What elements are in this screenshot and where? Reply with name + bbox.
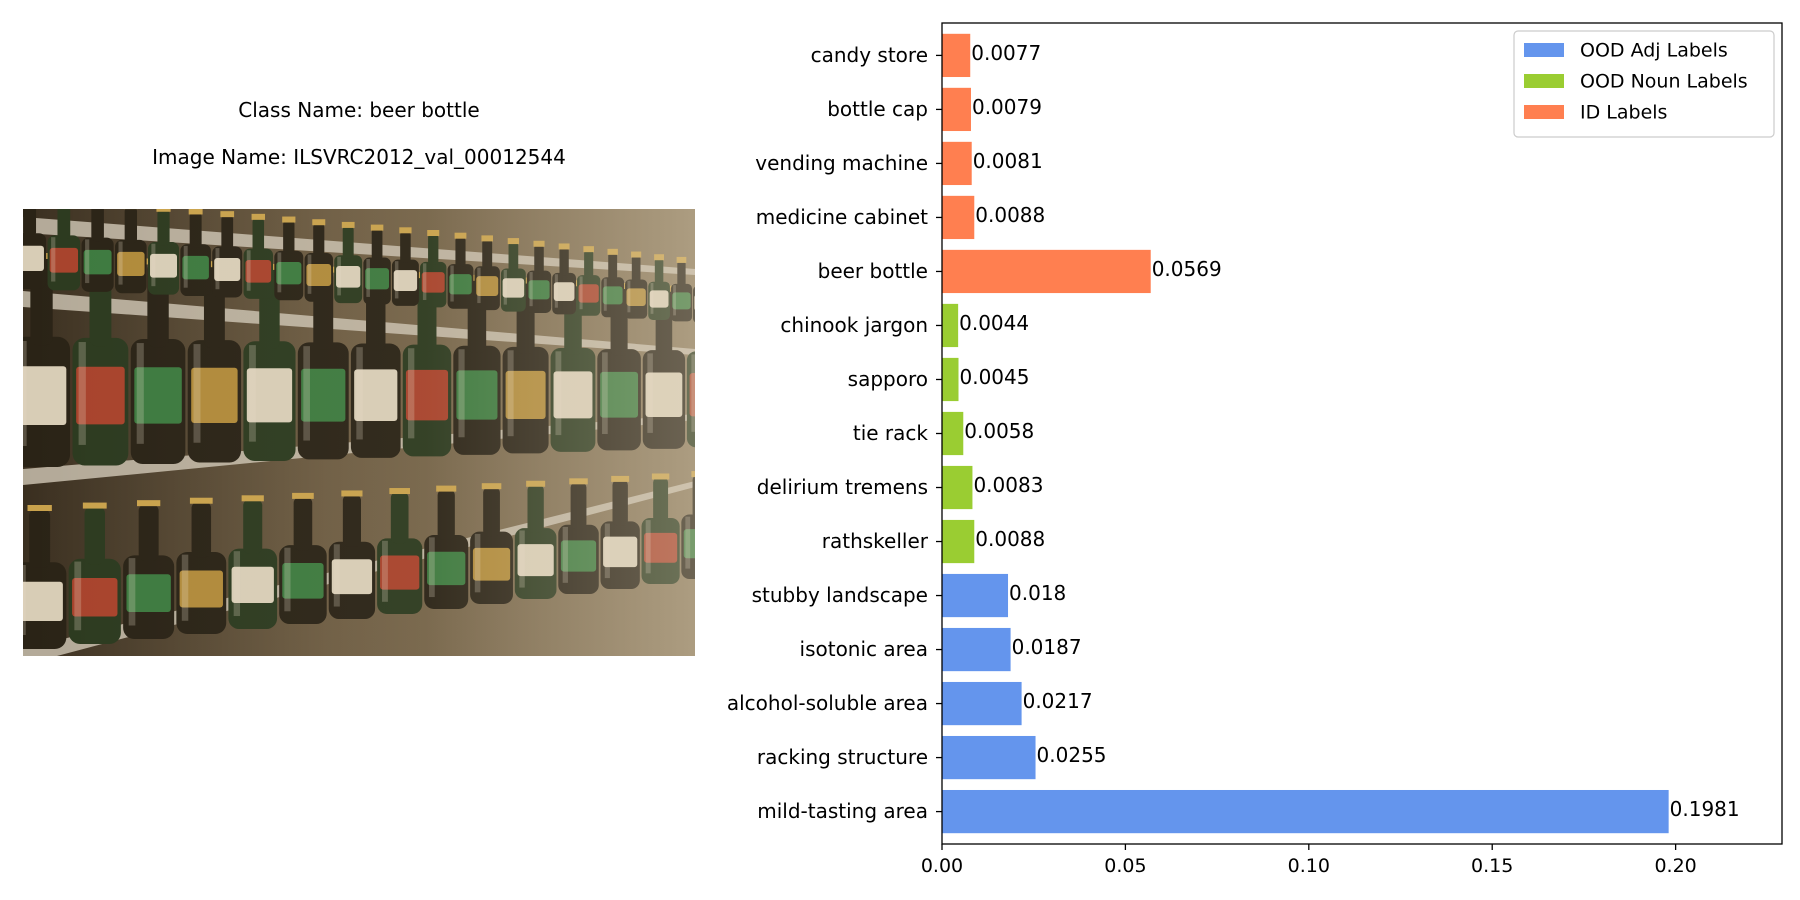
category-label: mild-tasting area (757, 799, 928, 823)
image-name-label: Image Name: ILSVRC2012_val_00012544 (152, 145, 566, 169)
value-label: 0.0083 (973, 473, 1043, 497)
bar-tie-rack (942, 411, 964, 456)
value-label: 0.0217 (1023, 689, 1093, 713)
beer-bottles-photo (23, 209, 695, 656)
category-label: beer bottle (818, 259, 928, 283)
value-label: 0.1981 (1670, 797, 1740, 821)
category-label: tie rack (853, 421, 929, 445)
value-label: 0.018 (1009, 581, 1066, 605)
category-labels: mild-tasting area racking structure alcoho… (727, 43, 942, 823)
category-label: vending machine (755, 151, 928, 175)
value-label: 0.0255 (1037, 743, 1107, 767)
bar-mild-tasting-area (942, 789, 1669, 834)
photo-depth-fade (23, 209, 695, 656)
legend: OOD Adj Labels OOD Noun Labels ID Labels (1513, 30, 1775, 138)
category-label: delirium tremens (757, 475, 928, 499)
category-label: chinook jargon (780, 313, 928, 337)
bars (942, 33, 1669, 834)
category-label: stubby landscape (752, 583, 928, 607)
x-tick-label: 0.15 (1471, 855, 1513, 877)
class-name-label: Class Name: beer bottle (238, 98, 480, 122)
bar-candy-store (942, 33, 971, 78)
bar-rathskeller (942, 519, 975, 564)
bar-beer-bottle (942, 249, 1151, 294)
plot-frame (941, 22, 1783, 845)
value-label: 0.0079 (972, 95, 1042, 119)
value-label: 0.0187 (1012, 635, 1082, 659)
category-label: isotonic area (800, 637, 928, 661)
category-label: alcohol-soluble area (727, 691, 928, 715)
x-tick-label: 0.05 (1104, 855, 1146, 877)
value-label: 0.0088 (975, 527, 1045, 551)
category-label: bottle cap (827, 97, 928, 121)
value-label: 0.0088 (975, 203, 1045, 227)
legend-label-adj: OOD Adj Labels (1580, 40, 1728, 62)
x-tick-label: 0.20 (1654, 855, 1696, 877)
value-label: 0.0045 (960, 365, 1030, 389)
legend-swatch-id (1524, 105, 1564, 119)
bar-racking-structure (942, 735, 1036, 780)
bar-medicine-cabinet (942, 195, 975, 240)
bar-bottle-cap (942, 87, 971, 132)
bar-isotonic-area (942, 627, 1011, 672)
value-label: 0.0044 (959, 311, 1029, 335)
value-label: 0.0569 (1152, 257, 1222, 281)
legend-swatch-noun (1524, 74, 1564, 88)
bar-vending-machine (942, 141, 972, 186)
category-label: medicine cabinet (756, 205, 928, 229)
value-label: 0.0077 (971, 41, 1041, 65)
legend-label-id: ID Labels (1580, 102, 1667, 124)
category-label: sapporo (848, 367, 928, 391)
legend-box (1513, 30, 1775, 138)
value-label: 0.0058 (964, 419, 1034, 443)
value-label: 0.0081 (973, 149, 1043, 173)
category-label: candy store (811, 43, 928, 67)
category-label: racking structure (757, 745, 928, 769)
bar-sapporo (942, 357, 959, 402)
x-axis: 0.00 0.05 0.10 0.15 0.20 (921, 844, 1697, 877)
x-tick-label: 0.10 (1288, 855, 1330, 877)
category-label: rathskeller (822, 529, 929, 553)
bar-alcohol-soluble-area (942, 681, 1022, 726)
value-labels: 0.1981 0.0255 0.0217 0.0187 0.018 0.0088 0.008… (959, 41, 1739, 821)
bar-stubby-landscape (942, 573, 1009, 618)
legend-swatch-adj (1524, 43, 1564, 57)
bar-chinook-jargon (942, 303, 959, 348)
bar-delirium-tremens (942, 465, 973, 510)
x-tick-label: 0.00 (921, 855, 963, 877)
legend-label-noun: OOD Noun Labels (1580, 71, 1748, 93)
